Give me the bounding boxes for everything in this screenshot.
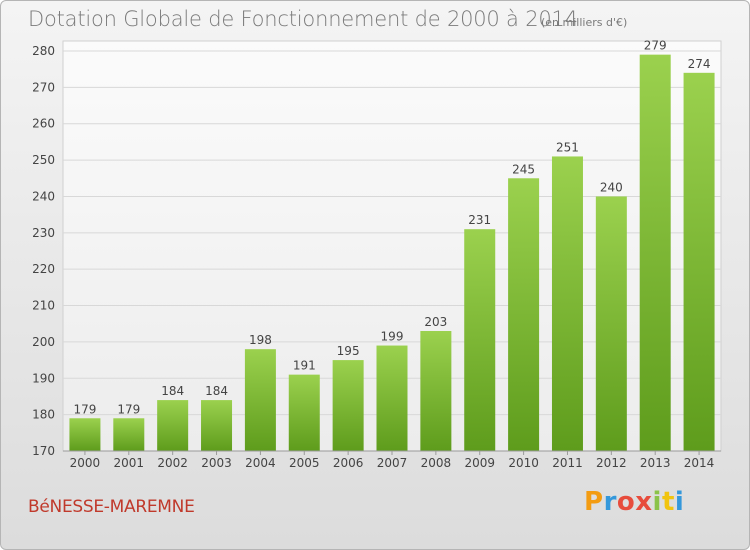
bar [464, 229, 496, 451]
x-tick-label: 2001 [114, 456, 145, 470]
logo-letter: x [635, 487, 653, 517]
data-label: 198 [249, 333, 272, 347]
y-tick-label: 210 [32, 299, 55, 313]
data-label: 191 [293, 359, 316, 373]
data-label: 240 [600, 180, 623, 194]
logo-letter: r [603, 487, 617, 517]
data-label: 179 [117, 402, 140, 416]
y-tick-label: 270 [32, 80, 55, 94]
data-label: 231 [468, 213, 491, 227]
commune-name: BéNESSE-MAREMNE [28, 497, 195, 517]
x-tick-label: 2007 [377, 456, 408, 470]
y-tick-label: 230 [32, 226, 55, 240]
data-label: 184 [161, 384, 184, 398]
data-label: 203 [424, 315, 447, 329]
x-tick-label: 2011 [552, 456, 583, 470]
y-tick-label: 190 [32, 371, 55, 385]
y-tick-label: 240 [32, 189, 55, 203]
logo-letter: i [674, 487, 685, 517]
bar [201, 400, 233, 451]
logo-letter: o [616, 487, 636, 517]
x-tick-label: 2003 [201, 456, 232, 470]
x-tick-label: 2012 [596, 456, 627, 470]
y-tick-label: 280 [32, 44, 55, 58]
x-tick-label: 2010 [508, 456, 539, 470]
proxiti-logo: Proxiti [584, 487, 684, 521]
x-tick-label: 2009 [464, 456, 495, 470]
logo-letter: i [652, 487, 662, 517]
bar [376, 345, 408, 451]
bar [288, 374, 320, 451]
x-tick-label: 2014 [684, 456, 715, 470]
x-tick-label: 2002 [157, 456, 188, 470]
y-tick-label: 250 [32, 153, 55, 167]
data-label: 184 [205, 384, 228, 398]
x-tick-label: 2008 [421, 456, 452, 470]
chart-title: Dotation Globale de Fonctionnement de 20… [28, 7, 578, 31]
bar [244, 349, 276, 451]
bar [332, 360, 364, 451]
data-label: 199 [381, 330, 404, 344]
y-tick-label: 260 [32, 117, 55, 131]
data-label: 279 [644, 39, 667, 53]
bar [420, 331, 452, 451]
x-tick-label: 2000 [70, 456, 101, 470]
data-label: 251 [556, 140, 579, 154]
y-tick-label: 180 [32, 408, 55, 422]
logo-letter: t [661, 487, 675, 517]
y-tick-label: 220 [32, 262, 55, 276]
bar [508, 178, 540, 452]
x-tick-label: 2013 [640, 456, 671, 470]
data-label: 195 [337, 344, 360, 358]
logo-letter: P [584, 487, 604, 517]
bar [69, 418, 101, 451]
bar [551, 156, 583, 452]
y-tick-label: 170 [32, 444, 55, 458]
x-tick-label: 2004 [245, 456, 276, 470]
bar [683, 72, 715, 452]
bar [157, 400, 189, 451]
y-tick-label: 200 [32, 335, 55, 349]
chart-subtitle: (en milliers d'€) [541, 16, 628, 29]
bar [639, 54, 671, 452]
data-label: 274 [688, 57, 711, 71]
x-tick-label: 2006 [333, 456, 364, 470]
data-label: 245 [512, 162, 535, 176]
bar [113, 418, 145, 451]
bar [595, 196, 627, 451]
data-label: 179 [73, 402, 96, 416]
x-tick-label: 2005 [289, 456, 320, 470]
